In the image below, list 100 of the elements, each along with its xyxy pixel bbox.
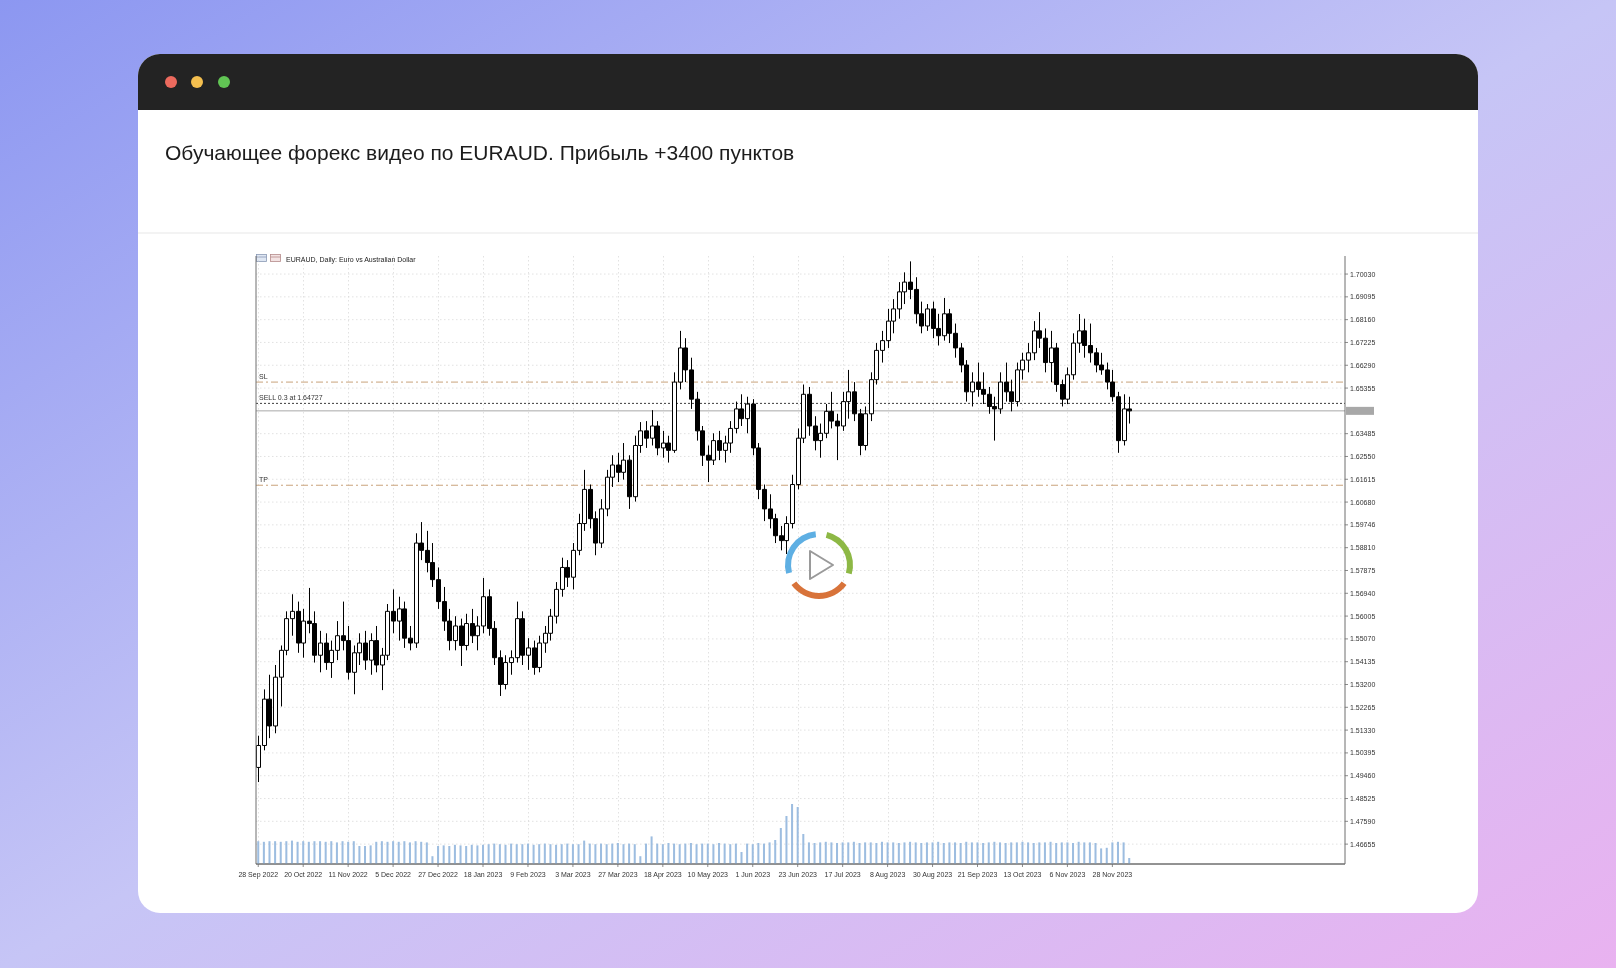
bar xyxy=(706,843,709,864)
bar xyxy=(442,845,445,864)
bar xyxy=(785,816,788,864)
bar xyxy=(718,843,721,864)
bar xyxy=(824,841,827,864)
bar xyxy=(925,842,928,864)
bar xyxy=(498,844,501,864)
bar xyxy=(397,841,400,864)
bar xyxy=(684,843,687,864)
bar xyxy=(605,844,608,864)
bar xyxy=(628,843,631,864)
bar xyxy=(909,841,912,864)
bar xyxy=(650,836,653,864)
bar xyxy=(482,844,485,864)
bar xyxy=(976,842,979,864)
bar xyxy=(1049,841,1052,864)
bar xyxy=(757,843,760,864)
bar xyxy=(892,842,895,864)
bar xyxy=(819,842,822,864)
bar xyxy=(420,841,423,864)
bar xyxy=(791,804,794,864)
bar xyxy=(577,844,580,864)
bar xyxy=(408,842,411,864)
bar xyxy=(358,846,361,864)
bar xyxy=(864,842,867,864)
bar xyxy=(751,844,754,864)
bar xyxy=(880,841,883,864)
bar xyxy=(611,843,614,864)
bar xyxy=(313,841,316,864)
bar xyxy=(836,843,839,864)
bar xyxy=(324,841,327,864)
bar xyxy=(875,843,878,864)
bar xyxy=(262,841,265,864)
bar xyxy=(319,841,322,864)
bar xyxy=(588,843,591,864)
bar xyxy=(813,843,816,864)
bar xyxy=(510,843,513,864)
bar xyxy=(521,844,524,864)
bar xyxy=(600,843,603,864)
bar xyxy=(931,842,934,864)
bar xyxy=(746,843,749,864)
bar xyxy=(948,842,951,864)
bar xyxy=(644,843,647,864)
bar xyxy=(622,844,625,864)
bar xyxy=(515,844,518,864)
bar xyxy=(897,843,900,864)
bar xyxy=(1027,842,1030,864)
bar xyxy=(274,841,277,864)
bar xyxy=(375,841,378,864)
bar xyxy=(954,842,957,864)
bar xyxy=(987,842,990,864)
bar xyxy=(296,841,299,864)
bar xyxy=(1111,842,1114,864)
bar xyxy=(847,842,850,864)
bar xyxy=(667,843,670,864)
bar xyxy=(841,842,844,864)
bar xyxy=(1060,842,1063,864)
bar xyxy=(937,841,940,864)
bar xyxy=(762,843,765,864)
bar xyxy=(1105,847,1108,864)
bar xyxy=(487,844,490,864)
bar xyxy=(723,843,726,864)
bar xyxy=(965,841,968,864)
bar xyxy=(1010,842,1013,864)
bar xyxy=(1116,841,1119,864)
bar xyxy=(774,840,777,864)
bar xyxy=(543,843,546,864)
bar xyxy=(330,841,333,864)
bar xyxy=(852,841,855,864)
bar xyxy=(364,846,367,864)
bar xyxy=(729,844,732,864)
bar xyxy=(993,841,996,864)
bar xyxy=(1077,841,1080,864)
bar xyxy=(386,841,389,864)
bar xyxy=(369,845,372,864)
bar xyxy=(768,842,771,864)
bar xyxy=(493,843,496,864)
bar xyxy=(347,841,350,864)
bar xyxy=(352,841,355,864)
bar xyxy=(734,843,737,864)
bar xyxy=(802,834,805,864)
bar xyxy=(560,844,563,864)
bar xyxy=(302,841,305,864)
bar xyxy=(532,844,535,864)
bar xyxy=(970,842,973,864)
bar xyxy=(257,841,260,864)
bar xyxy=(279,841,282,864)
bar xyxy=(903,842,906,864)
bar xyxy=(335,842,338,864)
bar xyxy=(538,844,541,864)
bar xyxy=(959,843,962,864)
bar xyxy=(1043,842,1046,864)
bar xyxy=(341,841,344,864)
bar xyxy=(796,807,799,864)
bar xyxy=(807,842,810,864)
bar xyxy=(414,841,417,864)
bar xyxy=(869,842,872,864)
bar xyxy=(470,844,473,864)
bar xyxy=(555,844,558,864)
bar xyxy=(779,828,782,864)
